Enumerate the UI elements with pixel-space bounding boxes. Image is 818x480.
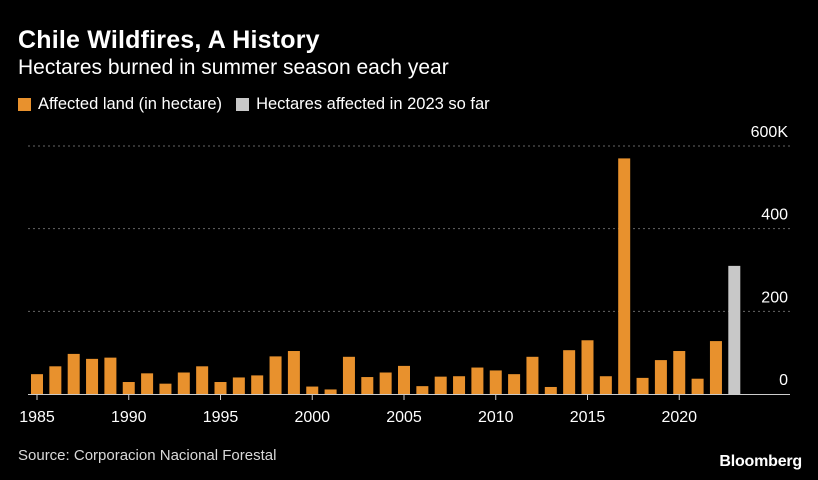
bar-2011 (508, 374, 521, 394)
source-note: Source: Corporacion Nacional Forestal (18, 447, 277, 464)
bar-2018 (636, 377, 649, 394)
bar-1992 (159, 383, 172, 394)
bar-1997 (251, 375, 264, 394)
x-tick-label: 2015 (570, 409, 606, 426)
bar-2003 (361, 377, 374, 394)
bar-1993 (177, 372, 190, 394)
bar-2008 (453, 376, 466, 394)
bar-2014 (563, 350, 576, 394)
bar-1986 (49, 366, 62, 394)
x-tick-label: 2020 (661, 409, 697, 426)
bar-2006 (416, 386, 429, 394)
bar-2012 (526, 356, 539, 394)
bar-2021 (691, 378, 704, 394)
legend-swatch-orange (18, 98, 31, 111)
bar-1985 (31, 374, 43, 394)
bar-2023-so-far (728, 265, 741, 394)
chart-title: Chile Wildfires, A History (18, 26, 320, 54)
bar-2017 (618, 158, 631, 394)
bar-2022 (709, 341, 722, 394)
x-tick-label: 2005 (386, 409, 422, 426)
bar-2007 (434, 376, 447, 394)
bar-1996 (232, 377, 245, 394)
bar-2005 (398, 365, 410, 394)
legend-item-2023: Hectares affected in 2023 so far (236, 95, 490, 114)
y-tick-label: 0 (779, 372, 788, 389)
bar-1999 (287, 351, 300, 394)
y-tick-label: 200 (761, 289, 788, 306)
legend: Affected land (in hectare) Hectares affe… (18, 95, 504, 114)
bar-2009 (471, 367, 484, 394)
bar-1994 (196, 366, 209, 394)
bar-1995 (214, 382, 227, 394)
y-tick-label: 400 (761, 207, 788, 224)
x-tick-label: 2010 (478, 409, 514, 426)
bar-2001 (324, 389, 337, 394)
chart-subtitle: Hectares burned in summer season each ye… (18, 56, 449, 79)
x-tick-label: 1985 (19, 409, 55, 426)
x-tick-label: 1990 (111, 409, 147, 426)
bloomberg-logo: Bloomberg (719, 453, 802, 470)
bar-2020 (673, 351, 686, 394)
bar-2015 (581, 340, 594, 394)
bar-2016 (599, 376, 612, 394)
legend-item-affected-land: Affected land (in hectare) (18, 95, 222, 114)
bar-1998 (269, 356, 282, 394)
bar-2002 (342, 356, 355, 394)
y-tick-label: 600K (751, 124, 789, 141)
legend-swatch-gray (236, 98, 250, 111)
bar-1989 (104, 357, 117, 394)
bar-1990 (122, 382, 135, 394)
bar-1987 (67, 353, 80, 394)
bar-2019 (654, 360, 667, 394)
bar-2004 (379, 372, 392, 394)
bar-2010 (489, 370, 502, 394)
bar-2000 (306, 386, 319, 394)
x-tick-label: 2000 (294, 409, 330, 426)
legend-label-2023: Hectares affected in 2023 so far (256, 95, 490, 113)
x-tick-label: 1995 (203, 409, 239, 426)
legend-label-affected-land: Affected land (in hectare) (38, 95, 223, 113)
bar-1991 (141, 373, 154, 394)
bar-1988 (86, 358, 99, 394)
bar-2013 (544, 386, 557, 394)
